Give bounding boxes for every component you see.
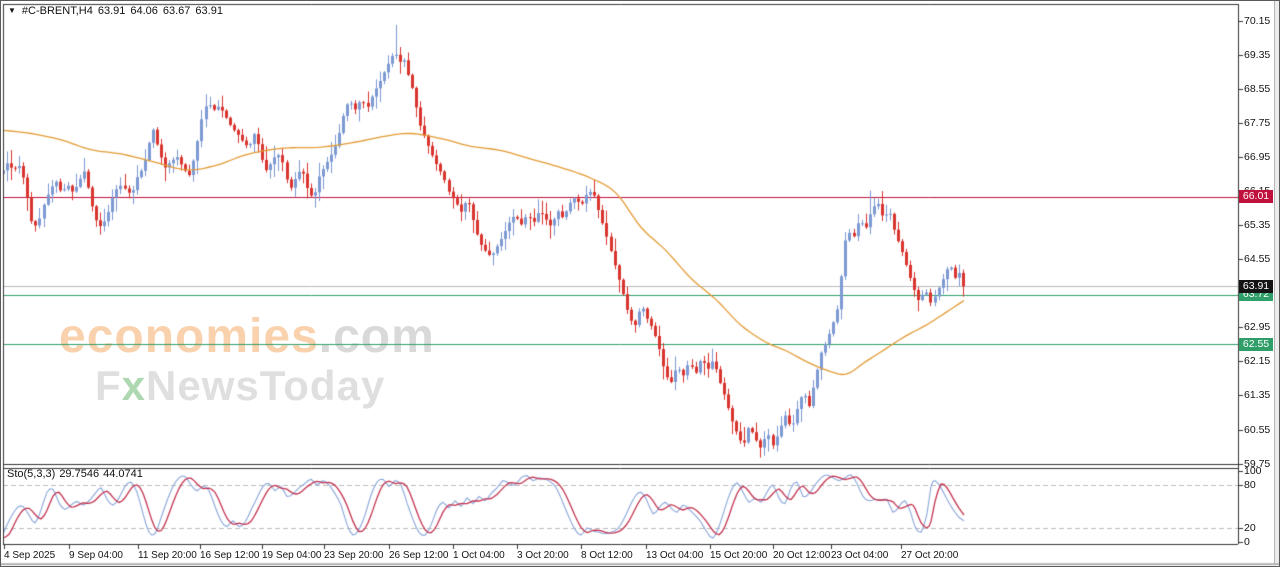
quote-close: 63.91 <box>195 5 223 17</box>
time-tick-label: 8 Oct 12:00 <box>581 550 633 561</box>
time-tick-label: 4 Sep 2025 <box>4 550 56 561</box>
indicator-main-value: 29.7546 <box>59 468 100 480</box>
time-tick-label: 13 Oct 04:00 <box>646 550 704 561</box>
price-tick-label: 64.55 <box>1244 253 1271 266</box>
symbol-menu-icon[interactable]: ▼ <box>8 6 16 15</box>
time-tick-label: 11 Sep 20:00 <box>138 550 197 561</box>
time-tick-label: 15 Oct 20:00 <box>710 550 768 561</box>
bottom-margin-strip <box>1 564 1279 566</box>
symbol-label: #C-BRENT,H4 <box>21 5 93 17</box>
price-tick-label: 61.35 <box>1244 389 1271 402</box>
time-tick-label: 16 Sep 12:00 <box>200 550 260 561</box>
time-tick-label: 27 Oct 20:00 <box>901 550 959 561</box>
level-badge: 62.55 <box>1239 337 1273 351</box>
quote-high: 64.06 <box>130 5 158 17</box>
price-tick-label: 60.55 <box>1244 423 1271 436</box>
current-price-badge: 63.91 <box>1239 279 1273 293</box>
price-tick-label: 59.75 <box>1244 457 1271 470</box>
time-tick-label: 3 Oct 20:00 <box>517 550 569 561</box>
quote-low: 63.67 <box>162 5 191 17</box>
level-badge: 66.01 <box>1239 190 1273 204</box>
time-tick-label: 23 Sep 20:00 <box>324 550 384 561</box>
indicator-name: Sto(5,3,3) <box>7 468 56 480</box>
sto-tick-label: 80 <box>1244 479 1256 491</box>
price-tick-label: 70.15 <box>1244 14 1271 27</box>
time-tick-label: 1 Oct 04:00 <box>453 550 505 561</box>
chart-title: ▼ #C-BRENT,H4 63.91 64.06 63.67 63.91 <box>8 5 223 17</box>
time-tick-label: 9 Sep 04:00 <box>69 550 123 561</box>
time-tick-label: 20 Oct 12:00 <box>773 550 831 561</box>
quote-open: 63.91 <box>97 5 126 17</box>
price-tick-label: 69.35 <box>1244 48 1271 61</box>
time-tick-label: 19 Sep 04:00 <box>262 550 322 561</box>
indicator-signal-value: 44.0741 <box>103 468 143 480</box>
price-tick-label: 68.55 <box>1244 82 1271 95</box>
price-tick-label: 65.35 <box>1244 219 1271 232</box>
sto-tick-label: 20 <box>1244 522 1256 534</box>
time-tick-label: 23 Oct 04:00 <box>831 550 889 561</box>
indicator-label: Sto(5,3,3) 29.7546 44.0741 <box>7 468 147 480</box>
price-tick-label: 62.15 <box>1244 355 1271 368</box>
price-tick-label: 67.75 <box>1244 116 1271 129</box>
time-tick-label: 26 Sep 12:00 <box>389 550 449 561</box>
sto-tick-label: 0 <box>1244 536 1250 549</box>
sto-tick-label: 100 <box>1244 464 1262 477</box>
price-tick-label: 66.95 <box>1244 150 1271 163</box>
price-tick-label: 62.95 <box>1244 321 1271 334</box>
